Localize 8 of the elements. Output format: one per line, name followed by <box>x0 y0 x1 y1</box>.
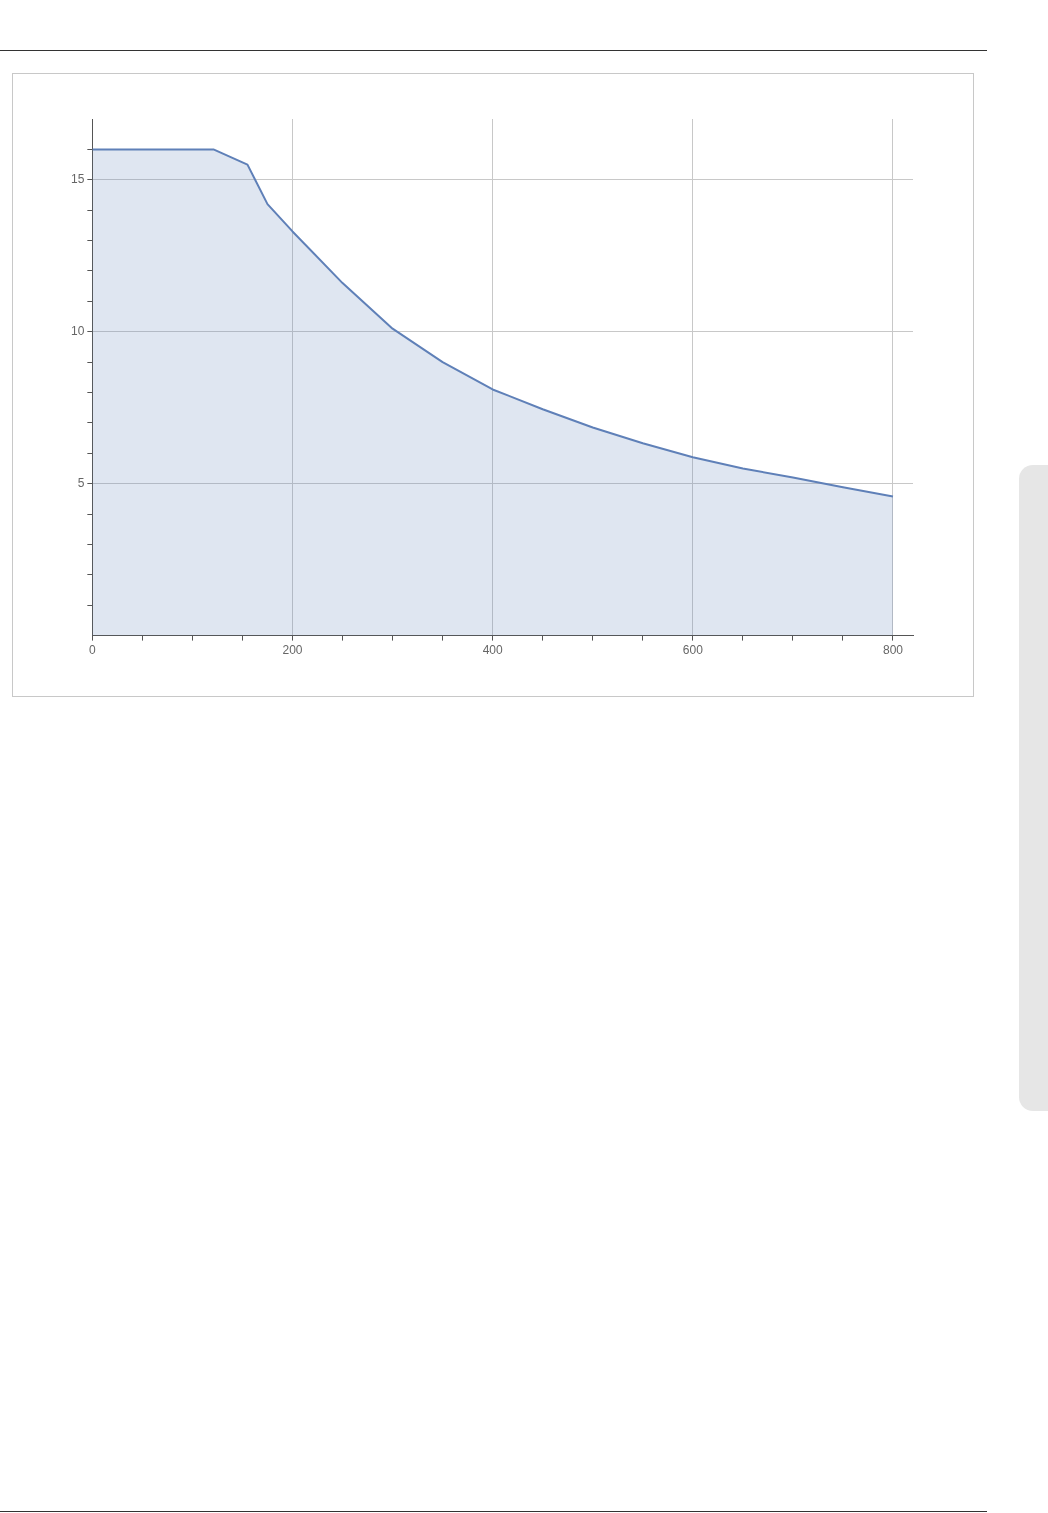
y-tick-label: 5 <box>77 475 85 490</box>
x-tick-label: 200 <box>282 643 303 658</box>
x-tick-label: 400 <box>482 643 503 658</box>
x-tick-label: 800 <box>882 643 904 658</box>
x-tick-label: 600 <box>682 643 704 658</box>
y-tick-label: 10 <box>70 324 85 339</box>
y-tick-label: 15 <box>70 172 85 187</box>
x-tick-label: 0 <box>89 643 96 658</box>
